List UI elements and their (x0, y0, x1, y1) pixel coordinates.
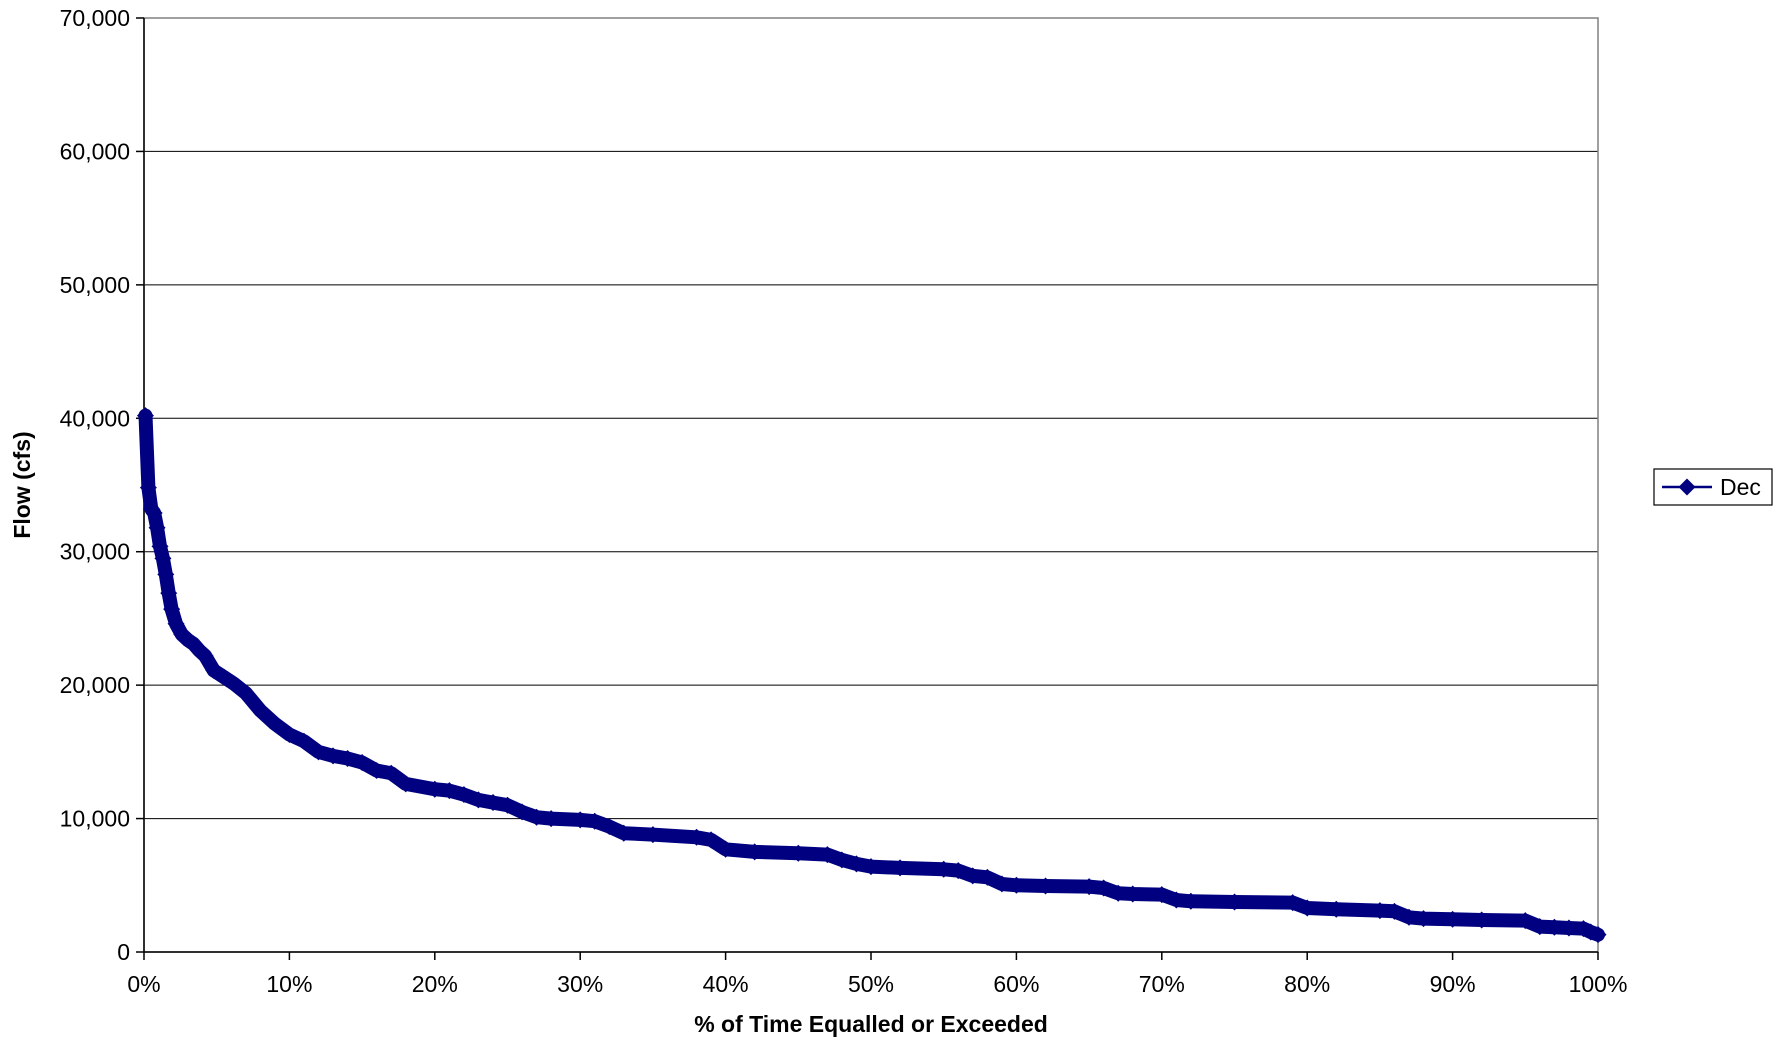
data-point (280, 726, 298, 743)
data-point (1182, 892, 1200, 910)
data-point (310, 743, 328, 761)
legend-label-dec: Dec (1720, 474, 1761, 500)
data-point (426, 780, 444, 798)
data-point (251, 702, 269, 719)
data-point (484, 794, 502, 812)
data-point (833, 851, 851, 869)
x-tick-label: 90% (1430, 971, 1476, 997)
y-tick-label: 60,000 (60, 138, 130, 164)
x-tick-label: 20% (412, 971, 458, 997)
data-point (295, 732, 313, 750)
data-point (586, 812, 604, 830)
y-tick-label: 30,000 (60, 539, 130, 565)
x-tick-label: 30% (557, 971, 603, 997)
data-point (702, 831, 720, 849)
data-point (891, 859, 909, 877)
y-tick-label: 20,000 (60, 672, 130, 698)
x-tick-label: 60% (993, 971, 1039, 997)
x-tick-label: 100% (1569, 971, 1628, 997)
data-point (1414, 910, 1432, 928)
y-tick-label: 0 (117, 939, 130, 965)
data-point (397, 775, 415, 793)
data-point (1327, 900, 1345, 918)
data-point (1109, 884, 1127, 902)
y-tick-label: 40,000 (60, 405, 130, 431)
data-point (571, 811, 589, 829)
data-point (1080, 878, 1098, 896)
data-point (542, 810, 560, 828)
x-tick-label: 50% (848, 971, 894, 997)
data-point (615, 824, 633, 842)
data-point (1516, 912, 1534, 930)
data-point (978, 868, 996, 886)
data-point (949, 862, 967, 880)
data-point (1371, 902, 1389, 920)
data-point (498, 796, 516, 814)
data-point (339, 750, 357, 767)
data-point (746, 843, 764, 861)
data-point (163, 600, 181, 618)
data-point (1560, 919, 1578, 937)
y-tick-label: 70,000 (60, 5, 130, 31)
data-point (151, 537, 169, 555)
data-point (1284, 894, 1302, 912)
data-point (862, 858, 880, 876)
series-dec (136, 407, 1607, 944)
legend: Dec (1653, 468, 1773, 506)
data-point (644, 826, 662, 844)
x-tick-label: 10% (266, 971, 312, 997)
data-point (136, 407, 154, 425)
data-point (964, 867, 982, 885)
y-axis-title: Flow (cfs) (9, 431, 35, 538)
data-point (818, 846, 836, 864)
data-point (1473, 911, 1491, 929)
x-tick-label: 80% (1284, 971, 1330, 997)
data-point (600, 818, 618, 836)
data-point (1444, 910, 1462, 928)
data-point (935, 860, 953, 878)
data-point (688, 828, 706, 846)
data-point (1007, 876, 1025, 894)
data-point (1095, 879, 1113, 897)
data-point (1385, 902, 1403, 920)
x-tick-label: 70% (1139, 971, 1185, 997)
data-point (382, 764, 400, 782)
data-point (1167, 891, 1185, 909)
y-tick-label: 50,000 (60, 272, 130, 298)
data-point (993, 875, 1011, 893)
x-axis-title: % of Time Equalled or Exceeded (694, 1011, 1048, 1037)
x-tick-label: 40% (703, 971, 749, 997)
y-tick-label: 10,000 (60, 806, 130, 832)
data-point (469, 791, 487, 809)
data-point (324, 747, 342, 765)
data-point (440, 782, 458, 800)
x-tick-label: 0% (127, 971, 160, 997)
data-point (528, 808, 546, 826)
